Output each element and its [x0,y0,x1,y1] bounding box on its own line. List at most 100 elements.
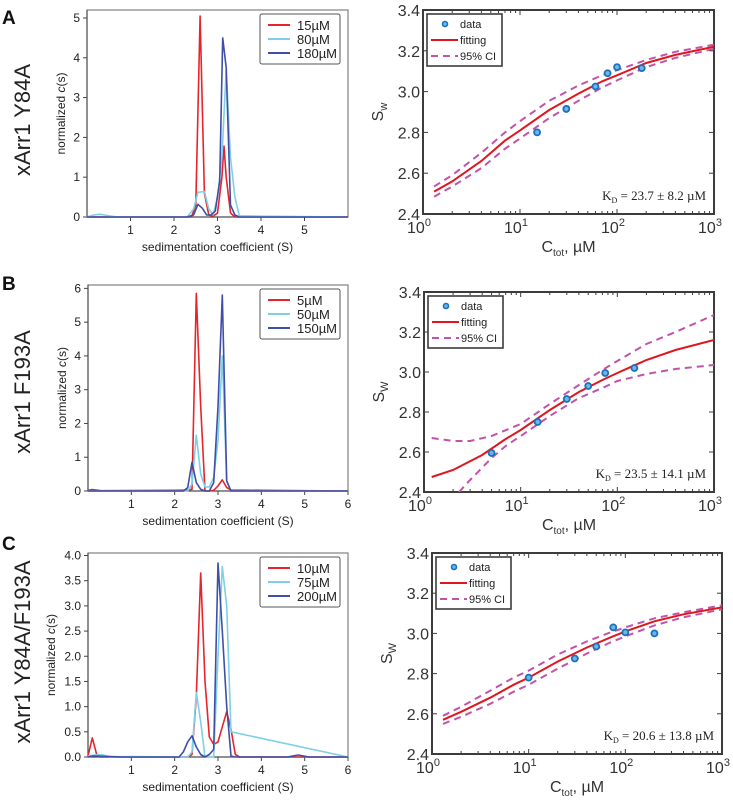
kd-annotation: KD = 23.5 ± 14.1 µM [596,466,707,483]
x-tick-label: 2 [171,223,178,237]
x-tick-base: 10 [504,220,522,237]
data-point [621,628,630,637]
x-tick-label: 100 [408,495,432,515]
data-point [609,623,618,632]
legend-label: 10µM [297,561,330,576]
x-axis-label: Ctot, µM [541,239,595,259]
x-tick-exponent: 2 [627,757,633,769]
data-point [592,642,601,651]
x-label-sub: tot [562,788,573,799]
x-tick-label: 1 [128,763,135,777]
x-axis-label: sedimentation coefficient (S) [142,240,293,254]
y-tick-label: 1.0 [64,700,81,714]
kd-annotation: KD = 23.7 ± 8.2 µM [602,188,706,205]
data-point [591,82,600,91]
x-tick-exponent: 2 [619,217,625,229]
x-tick-label: 5 [301,497,308,511]
y-axis-label: normalized c(s) [55,347,69,429]
data-point [613,63,621,72]
y-tick-label: 2.4 [407,747,429,764]
x-axis-label: sedimentation coefficient (S) [142,514,293,528]
y-label-italic: c [55,361,69,367]
y-tick-label: 1 [73,170,80,184]
data-point [630,364,639,372]
kd-text: = 23.7 ± 8.2 µM [617,188,706,203]
x-tick-base: 10 [513,760,531,777]
x-tick-label: 1 [127,223,134,237]
x-label-sub: tot [554,526,565,537]
y-axis-label: SW [379,642,399,664]
legend-label: fitting [461,317,487,329]
x-tick-label: 1 [128,497,135,511]
cs-distribution-chart: 1 2 3 4 5 6 0 1 2 3 4 5 6 sedimentation coefficient (… [55,281,352,528]
x-tick-exponent: 3 [716,495,722,507]
series-line-1 [87,565,349,758]
ci-upper-curve [442,604,722,717]
y-tick-label: 2.4 [399,485,421,502]
kd-sub: D [613,736,619,745]
x-tick-base: 10 [408,498,426,515]
legend-label: 200µM [297,589,337,604]
y-tick-label: 2.8 [407,667,429,684]
y-tick-label: 2.0 [64,649,81,663]
legend-label: 95% CI [469,594,505,606]
y-tick-label: 1.5 [64,674,81,688]
y-tick-label: 3.2 [398,44,420,61]
legend: data fitting 95% CI [427,295,504,349]
legend-label: fitting [469,578,495,590]
panel-letter: B [2,274,16,295]
y-tick-label: 3.2 [407,586,429,603]
kd-prefix: K [602,188,612,203]
data-point [570,654,579,663]
y-tick-label: 2.6 [407,707,429,724]
x-tick-base: 10 [601,498,619,515]
x-axis-label: Ctot, µM [550,779,604,799]
kd-sub: D [611,196,617,205]
row-label: xArr1 Y84A/F193A [10,560,35,743]
x-tick-label: 3 [215,497,222,511]
ci-lower-curve [458,364,714,492]
x-tick-label: 6 [345,763,352,777]
x-tick-label: 4 [258,497,265,511]
x-tick-base: 10 [706,760,724,777]
y-label-italic: c [54,86,68,92]
y-tick-label: 3.5 [64,574,81,588]
y-label-sub: W [379,381,391,392]
y-tick-label: 3.4 [399,285,421,302]
y-label-sub: w [378,103,390,112]
series-line-2 [87,37,348,218]
y-tick-label: 2 [73,130,80,144]
x-tick-label: 2 [171,497,178,511]
y-tick-label: 3.0 [407,626,429,643]
x-tick-base: 10 [698,220,716,237]
kd-prefix: K [596,466,606,481]
data-point [533,418,542,426]
y-tick-label: 2.4 [398,207,420,224]
x-tick-base: 10 [601,220,619,237]
y-axis-label: normalized c(s) [54,72,68,154]
x-tick-label: 5 [301,763,308,777]
x-label-main: C [542,517,554,534]
y-tick-label: 4.0 [64,549,81,563]
x-tick-label: 103 [706,757,730,777]
x-tick-exponent: 0 [434,757,440,769]
legend: data fitting 95% CI [426,13,503,67]
y-tick-label: 2.6 [398,166,420,183]
x-axis-label: Ctot, µM [542,517,596,537]
legend-label: 150µM [297,321,337,336]
legend-label: 180µM [297,46,337,61]
legend-box [259,13,341,65]
legend-label: data [469,562,491,574]
legend-label: fitting [460,35,486,47]
y-label-suffix: (s) [54,72,68,86]
x-tick-label: 101 [505,495,529,515]
x-tick-exponent: 0 [425,217,431,229]
x-tick-label: 3 [215,763,222,777]
